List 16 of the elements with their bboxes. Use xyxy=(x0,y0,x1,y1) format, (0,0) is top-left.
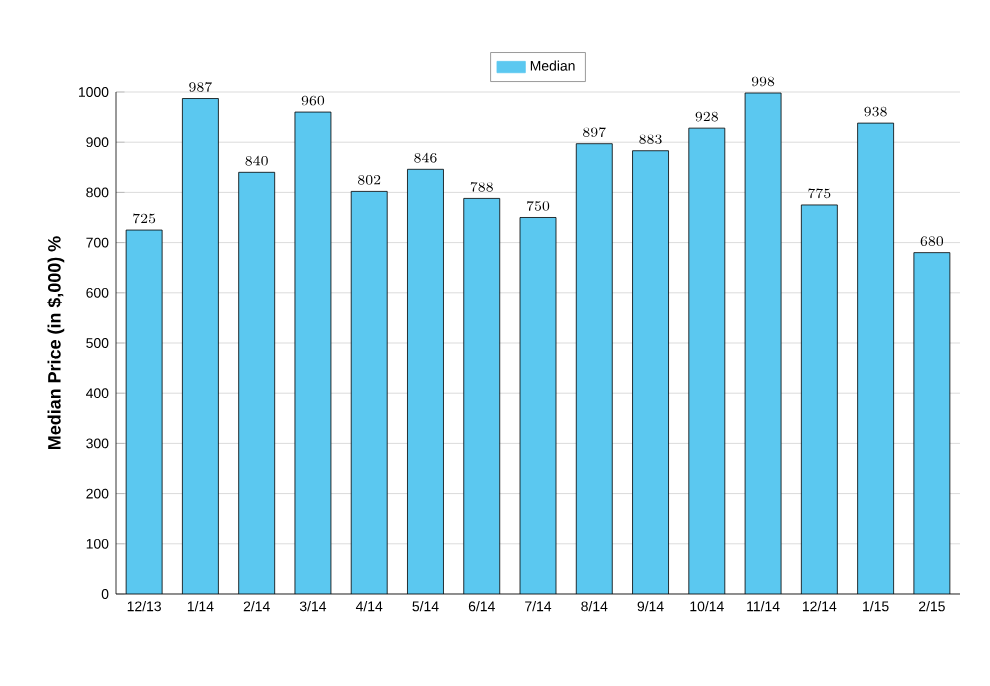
bar xyxy=(294,112,331,594)
bar xyxy=(126,230,163,594)
bar xyxy=(182,98,219,594)
y-axis-title: Median Price (in $,000) % xyxy=(47,236,65,449)
bar xyxy=(520,217,557,594)
bar xyxy=(632,150,669,594)
bar xyxy=(238,172,275,594)
bar xyxy=(407,169,444,594)
bar xyxy=(801,204,838,594)
bar xyxy=(857,123,894,594)
bar xyxy=(576,143,613,594)
bar xyxy=(351,191,388,594)
bar xyxy=(463,198,500,594)
bar xyxy=(688,128,725,594)
bar xyxy=(745,93,782,594)
bar xyxy=(913,252,951,594)
